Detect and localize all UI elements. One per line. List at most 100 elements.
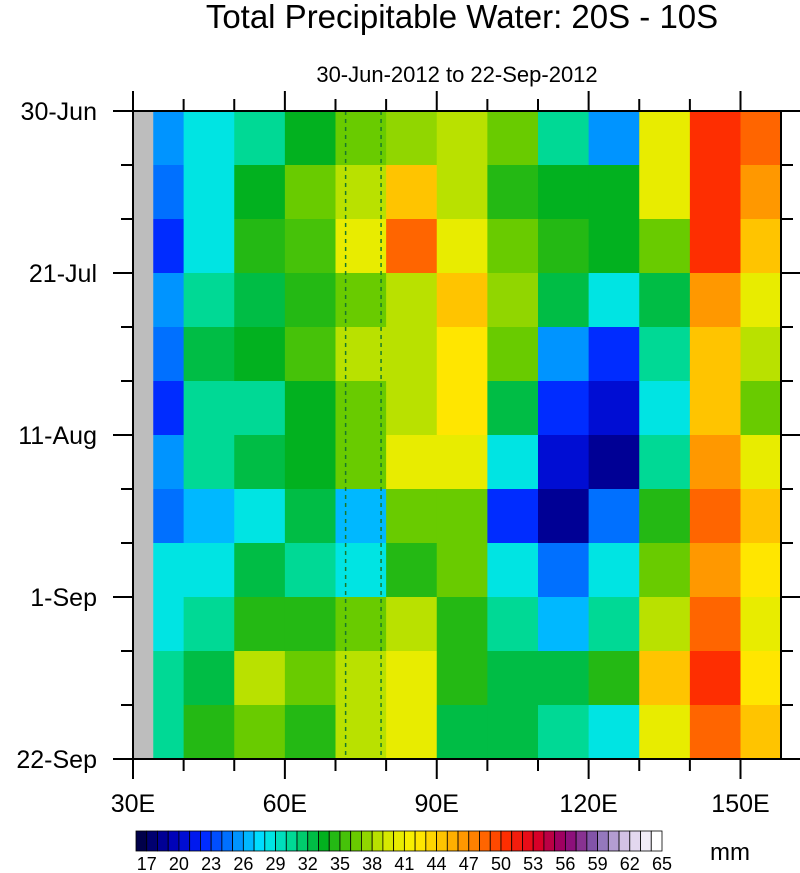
heatmap-cell [487, 489, 539, 544]
heatmap-cell [588, 111, 640, 166]
heatmap-cell [538, 165, 590, 220]
heatmap-cell [740, 381, 782, 436]
heatmap-cell [639, 597, 691, 652]
colorbar-label: 65 [652, 854, 672, 873]
heatmap-cell [183, 597, 235, 652]
y-tick-label: 30-Jun [21, 98, 97, 126]
heatmap-cell [740, 651, 782, 706]
missing-data-strip [133, 111, 154, 759]
colorbar-box [382, 830, 395, 852]
heatmap-cell [183, 435, 235, 490]
heatmap-cell [284, 219, 336, 274]
heatmap-cell [740, 543, 782, 598]
heatmap-cell [538, 219, 590, 274]
heatmap-cell [436, 273, 488, 328]
heatmap-cell [335, 489, 387, 544]
colorbar: 17 20 23 26 29 32 35 38 41 44 47 50 53 56 59 62 65 [135, 830, 672, 873]
colorbar-box [436, 830, 448, 852]
heatmap-cell [639, 111, 691, 166]
colorbar-box [543, 830, 556, 852]
heatmap-cell [183, 381, 235, 436]
heatmap-cell [639, 219, 691, 274]
colorbar-box [468, 830, 480, 852]
heatmap-cell [284, 597, 336, 652]
heatmap-cell [689, 489, 741, 544]
heatmap-cell [335, 381, 387, 436]
heatmap-cell [689, 327, 741, 382]
heatmap-cell [335, 543, 387, 598]
heatmap-cell [689, 705, 741, 760]
heatmap-cell [538, 489, 590, 544]
heatmap-cell [538, 597, 590, 652]
heatmap-cell [183, 219, 235, 274]
colorbar-box [393, 830, 405, 852]
colorbar-box [629, 830, 641, 852]
heatmap-cell [689, 111, 741, 166]
heatmap-cell [234, 543, 286, 598]
colorbar-box [242, 830, 255, 852]
colorbar-box [414, 830, 427, 852]
heatmap-cell [538, 327, 590, 382]
colorbar-box [446, 830, 459, 852]
heatmap-cell [386, 543, 438, 598]
heatmap-cell [487, 381, 539, 436]
heatmap-cell [588, 651, 640, 706]
heatmap-cell [183, 111, 235, 166]
heatmap-cell [335, 651, 387, 706]
heatmap-cell [284, 381, 336, 436]
heatmap-cell [740, 489, 782, 544]
heatmap-cell [689, 597, 741, 652]
colorbar-label: 50 [491, 854, 511, 873]
colorbar-box [607, 830, 620, 852]
heatmap-cell [740, 219, 782, 274]
heatmap-cell [689, 381, 741, 436]
heatmap-cell [487, 327, 539, 382]
heatmap-cell [386, 597, 438, 652]
heatmap-cell [689, 219, 741, 274]
heatmap-cell [386, 111, 438, 166]
heatmap-cell [689, 273, 741, 328]
x-tick-label: 150E [711, 790, 769, 818]
heatmap-cell [234, 273, 286, 328]
colorbar-box [178, 830, 191, 852]
heatmap-cell [284, 165, 336, 220]
axes: 30E 60E 90E 120E 150E 30-Jun 21-Jul 11-Aug 1-Sep… [16, 91, 800, 818]
heatmap-cell [284, 705, 336, 760]
heatmap-cell [538, 651, 590, 706]
overlay [133, 111, 382, 759]
heatmap-cell [639, 165, 691, 220]
heatmap-cell [335, 435, 387, 490]
heatmap-cell [740, 327, 782, 382]
colorbar-label: 26 [233, 854, 253, 873]
heatmap-cell [689, 435, 741, 490]
heatmap-cell [588, 273, 640, 328]
heatmap-cell [386, 219, 438, 274]
heatmap-cell [183, 165, 235, 220]
heatmap-cell [740, 705, 782, 760]
heatmap-cell [639, 327, 691, 382]
heatmap-cell [538, 543, 590, 598]
heatmap-cell [538, 381, 590, 436]
colorbar-label: 35 [330, 854, 350, 873]
colorbar-box [157, 830, 169, 852]
colorbar-box [532, 830, 545, 852]
colorbar-box [318, 830, 330, 852]
colorbar-box [500, 830, 513, 852]
heatmap-cell [284, 273, 336, 328]
colorbar-label: 17 [137, 854, 157, 873]
colorbar-label: 56 [555, 854, 575, 873]
heatmap-cell [487, 219, 539, 274]
heatmap-cell [335, 597, 387, 652]
heatmap-cell [436, 381, 488, 436]
colorbar-box [554, 830, 566, 852]
colorbar-box [210, 830, 223, 852]
heatmap-cell [639, 435, 691, 490]
colorbar-box [307, 830, 319, 852]
heatmap-cell [284, 111, 336, 166]
colorbar-units: mm [710, 839, 750, 866]
colorbar-box [640, 830, 652, 852]
heatmap-cell [740, 273, 782, 328]
heatmap-cell [639, 543, 691, 598]
heatmap-cell [284, 489, 336, 544]
heatmap-cell [538, 435, 590, 490]
